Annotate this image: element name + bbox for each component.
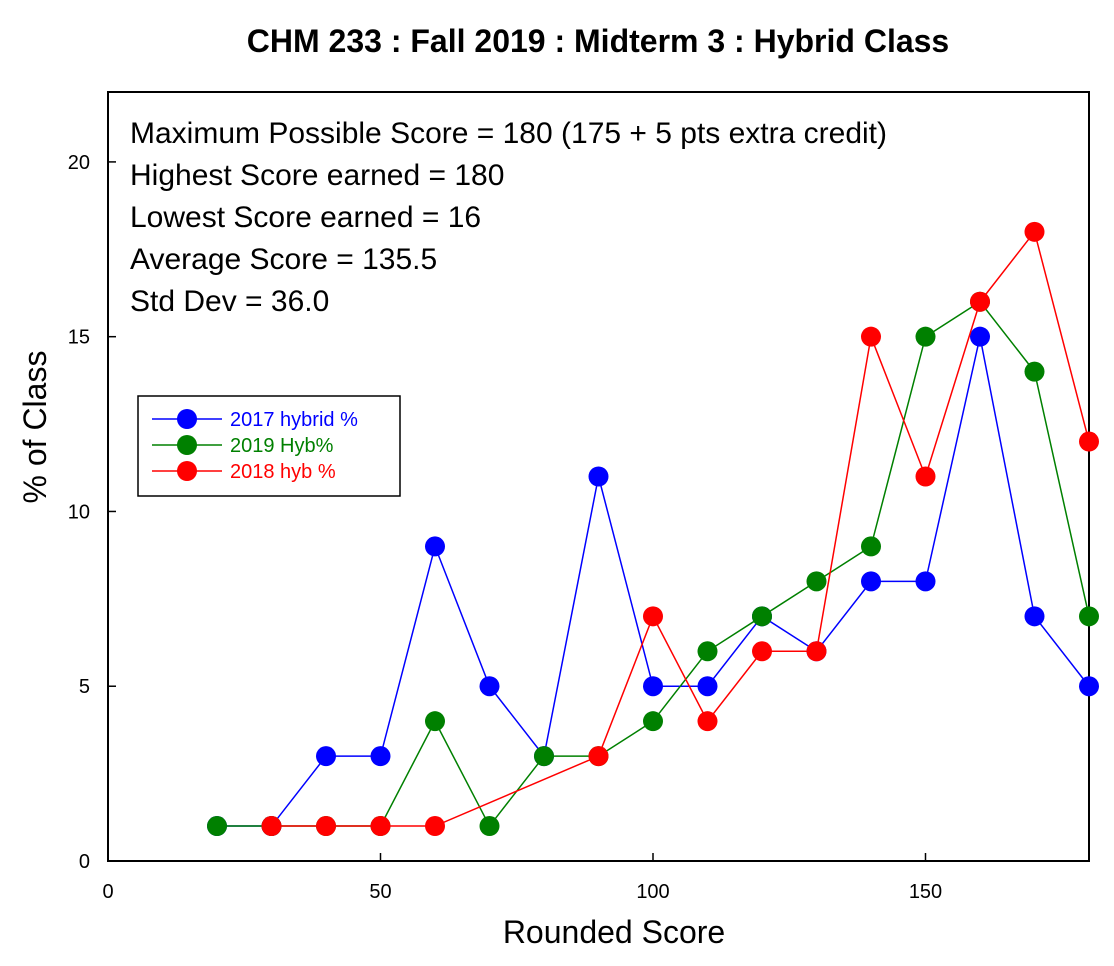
data-point xyxy=(261,816,282,837)
series-line xyxy=(271,230,1090,827)
data-point xyxy=(915,571,936,592)
data-point xyxy=(697,711,718,732)
data-point xyxy=(697,676,718,697)
data-point xyxy=(370,746,391,767)
data-point xyxy=(1079,431,1099,452)
series-1 xyxy=(207,291,1099,837)
data-point xyxy=(479,676,500,697)
data-point xyxy=(806,571,827,592)
y-tick-label: 20 xyxy=(68,152,90,174)
y-tick-label: 5 xyxy=(79,676,90,698)
data-point xyxy=(1024,221,1045,242)
data-point xyxy=(643,606,663,627)
data-point xyxy=(1079,606,1099,627)
chart-title: CHM 233 : Fall 2019 : Midterm 3 : Hybrid… xyxy=(247,23,949,59)
data-point xyxy=(1079,676,1099,697)
data-point xyxy=(970,326,990,347)
x-axis-ticks: 0 50 100 150 xyxy=(102,853,942,903)
data-point xyxy=(370,816,391,837)
data-point xyxy=(752,606,772,627)
data-point xyxy=(806,641,827,662)
x-axis-label: Rounded Score xyxy=(503,914,725,950)
data-point xyxy=(915,466,936,487)
legend-marker xyxy=(177,409,197,429)
annotation-lowest-score: Lowest Score earned = 16 xyxy=(130,201,481,234)
legend-marker xyxy=(177,435,197,455)
data-point xyxy=(861,326,881,347)
y-tick-label: 0 xyxy=(79,851,90,873)
annotation-highest-score: Highest Score earned = 180 xyxy=(130,159,504,192)
data-point xyxy=(207,816,227,837)
annotation-std-dev: Std Dev = 36.0 xyxy=(130,285,329,318)
data-point xyxy=(425,536,445,557)
data-point xyxy=(479,816,500,837)
y-axis-ticks: 0 5 10 15 20 xyxy=(68,152,116,873)
data-point xyxy=(915,326,936,347)
x-tick-label: 0 xyxy=(102,881,113,903)
series-2 xyxy=(261,221,1099,837)
data-point xyxy=(1024,606,1045,627)
data-point xyxy=(588,746,609,767)
data-point xyxy=(643,676,663,697)
x-tick-label: 50 xyxy=(369,881,391,903)
legend-marker xyxy=(177,461,197,481)
data-point xyxy=(534,746,554,767)
data-point xyxy=(752,641,772,662)
data-point xyxy=(588,466,609,487)
data-point xyxy=(697,641,718,662)
data-point xyxy=(425,711,445,732)
data-point xyxy=(1024,361,1045,382)
plot-frame xyxy=(107,91,1090,862)
data-point xyxy=(425,816,445,837)
series-layer xyxy=(207,221,1099,837)
x-tick-label: 150 xyxy=(909,881,942,903)
y-axis-label: % of Class xyxy=(17,351,53,504)
data-point xyxy=(861,571,881,592)
legend: 2017 hybrid % 2019 Hyb% 2018 hyb % xyxy=(137,395,401,497)
x-tick-label: 100 xyxy=(636,881,669,903)
y-tick-label: 10 xyxy=(68,501,90,523)
legend-label: 2019 Hyb% xyxy=(230,435,334,457)
annotation-max-score: Maximum Possible Score = 180 (175 + 5 pt… xyxy=(130,117,887,150)
legend-label: 2017 hybrid % xyxy=(230,409,358,431)
y-tick-label: 15 xyxy=(68,327,90,349)
data-point xyxy=(643,711,663,732)
annotation-block: Maximum Possible Score = 180 (175 + 5 pt… xyxy=(130,117,887,318)
data-point xyxy=(316,746,336,767)
data-point xyxy=(316,816,336,837)
data-point xyxy=(970,291,990,312)
data-point xyxy=(861,536,881,557)
legend-label: 2018 hyb % xyxy=(230,461,336,483)
annotation-average-score: Average Score = 135.5 xyxy=(130,243,437,276)
series-line xyxy=(217,300,1090,828)
